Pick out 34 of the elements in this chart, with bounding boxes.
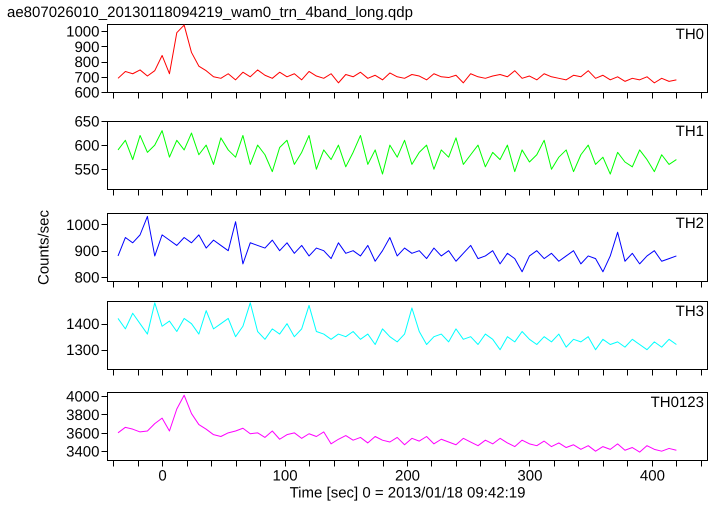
x-tick-label: 300 [517, 468, 542, 484]
x-tick-label: 200 [394, 468, 420, 484]
y-tick-label: 3600 [66, 425, 100, 442]
line-series [118, 24, 677, 84]
y-tick-label: 3400 [66, 444, 100, 461]
series-label: TH1 [676, 123, 704, 140]
y-tick-label: 1000 [66, 216, 100, 234]
chart-title: ae807026010_20130118094219_wam0_trn_4band_long.qdp [7, 4, 413, 21]
y-tick-label: 600 [74, 84, 100, 102]
text: TH0123 [650, 394, 704, 411]
y-tick-label: 600 [74, 138, 100, 155]
y-tick-label: 800 [74, 270, 100, 287]
y-tick-label: 800 [74, 54, 100, 72]
y-tick-label: 650 [74, 114, 100, 130]
line-series [118, 130, 677, 175]
series-label: TH2 [676, 215, 704, 232]
x-axis-title: Time [sec] 0 = 2013/01/18 09:42:19 [290, 484, 526, 502]
y-tick-label: 3800 [66, 406, 100, 424]
y-tick-label: 900 [74, 38, 100, 56]
y-tick-label: 550 [74, 162, 100, 179]
y-tick-label: 900 [74, 243, 100, 260]
y-axis-title: Counts/sec [36, 209, 52, 286]
x-tick-label: 100 [272, 468, 298, 484]
y-tick-label: 4000 [66, 388, 100, 406]
x-tick-label: 400 [640, 468, 665, 484]
y-tick-label: 1400 [66, 316, 100, 334]
line-series [118, 302, 677, 350]
y-tick-label: 1000 [66, 24, 100, 41]
line-series [118, 216, 677, 272]
text: TH0 [676, 26, 704, 43]
y-tick-label: 700 [74, 69, 100, 86]
series-label: TH3 [676, 303, 704, 320]
x-tick-label: 0 [158, 468, 167, 484]
y-tick-label: 1300 [66, 342, 100, 360]
